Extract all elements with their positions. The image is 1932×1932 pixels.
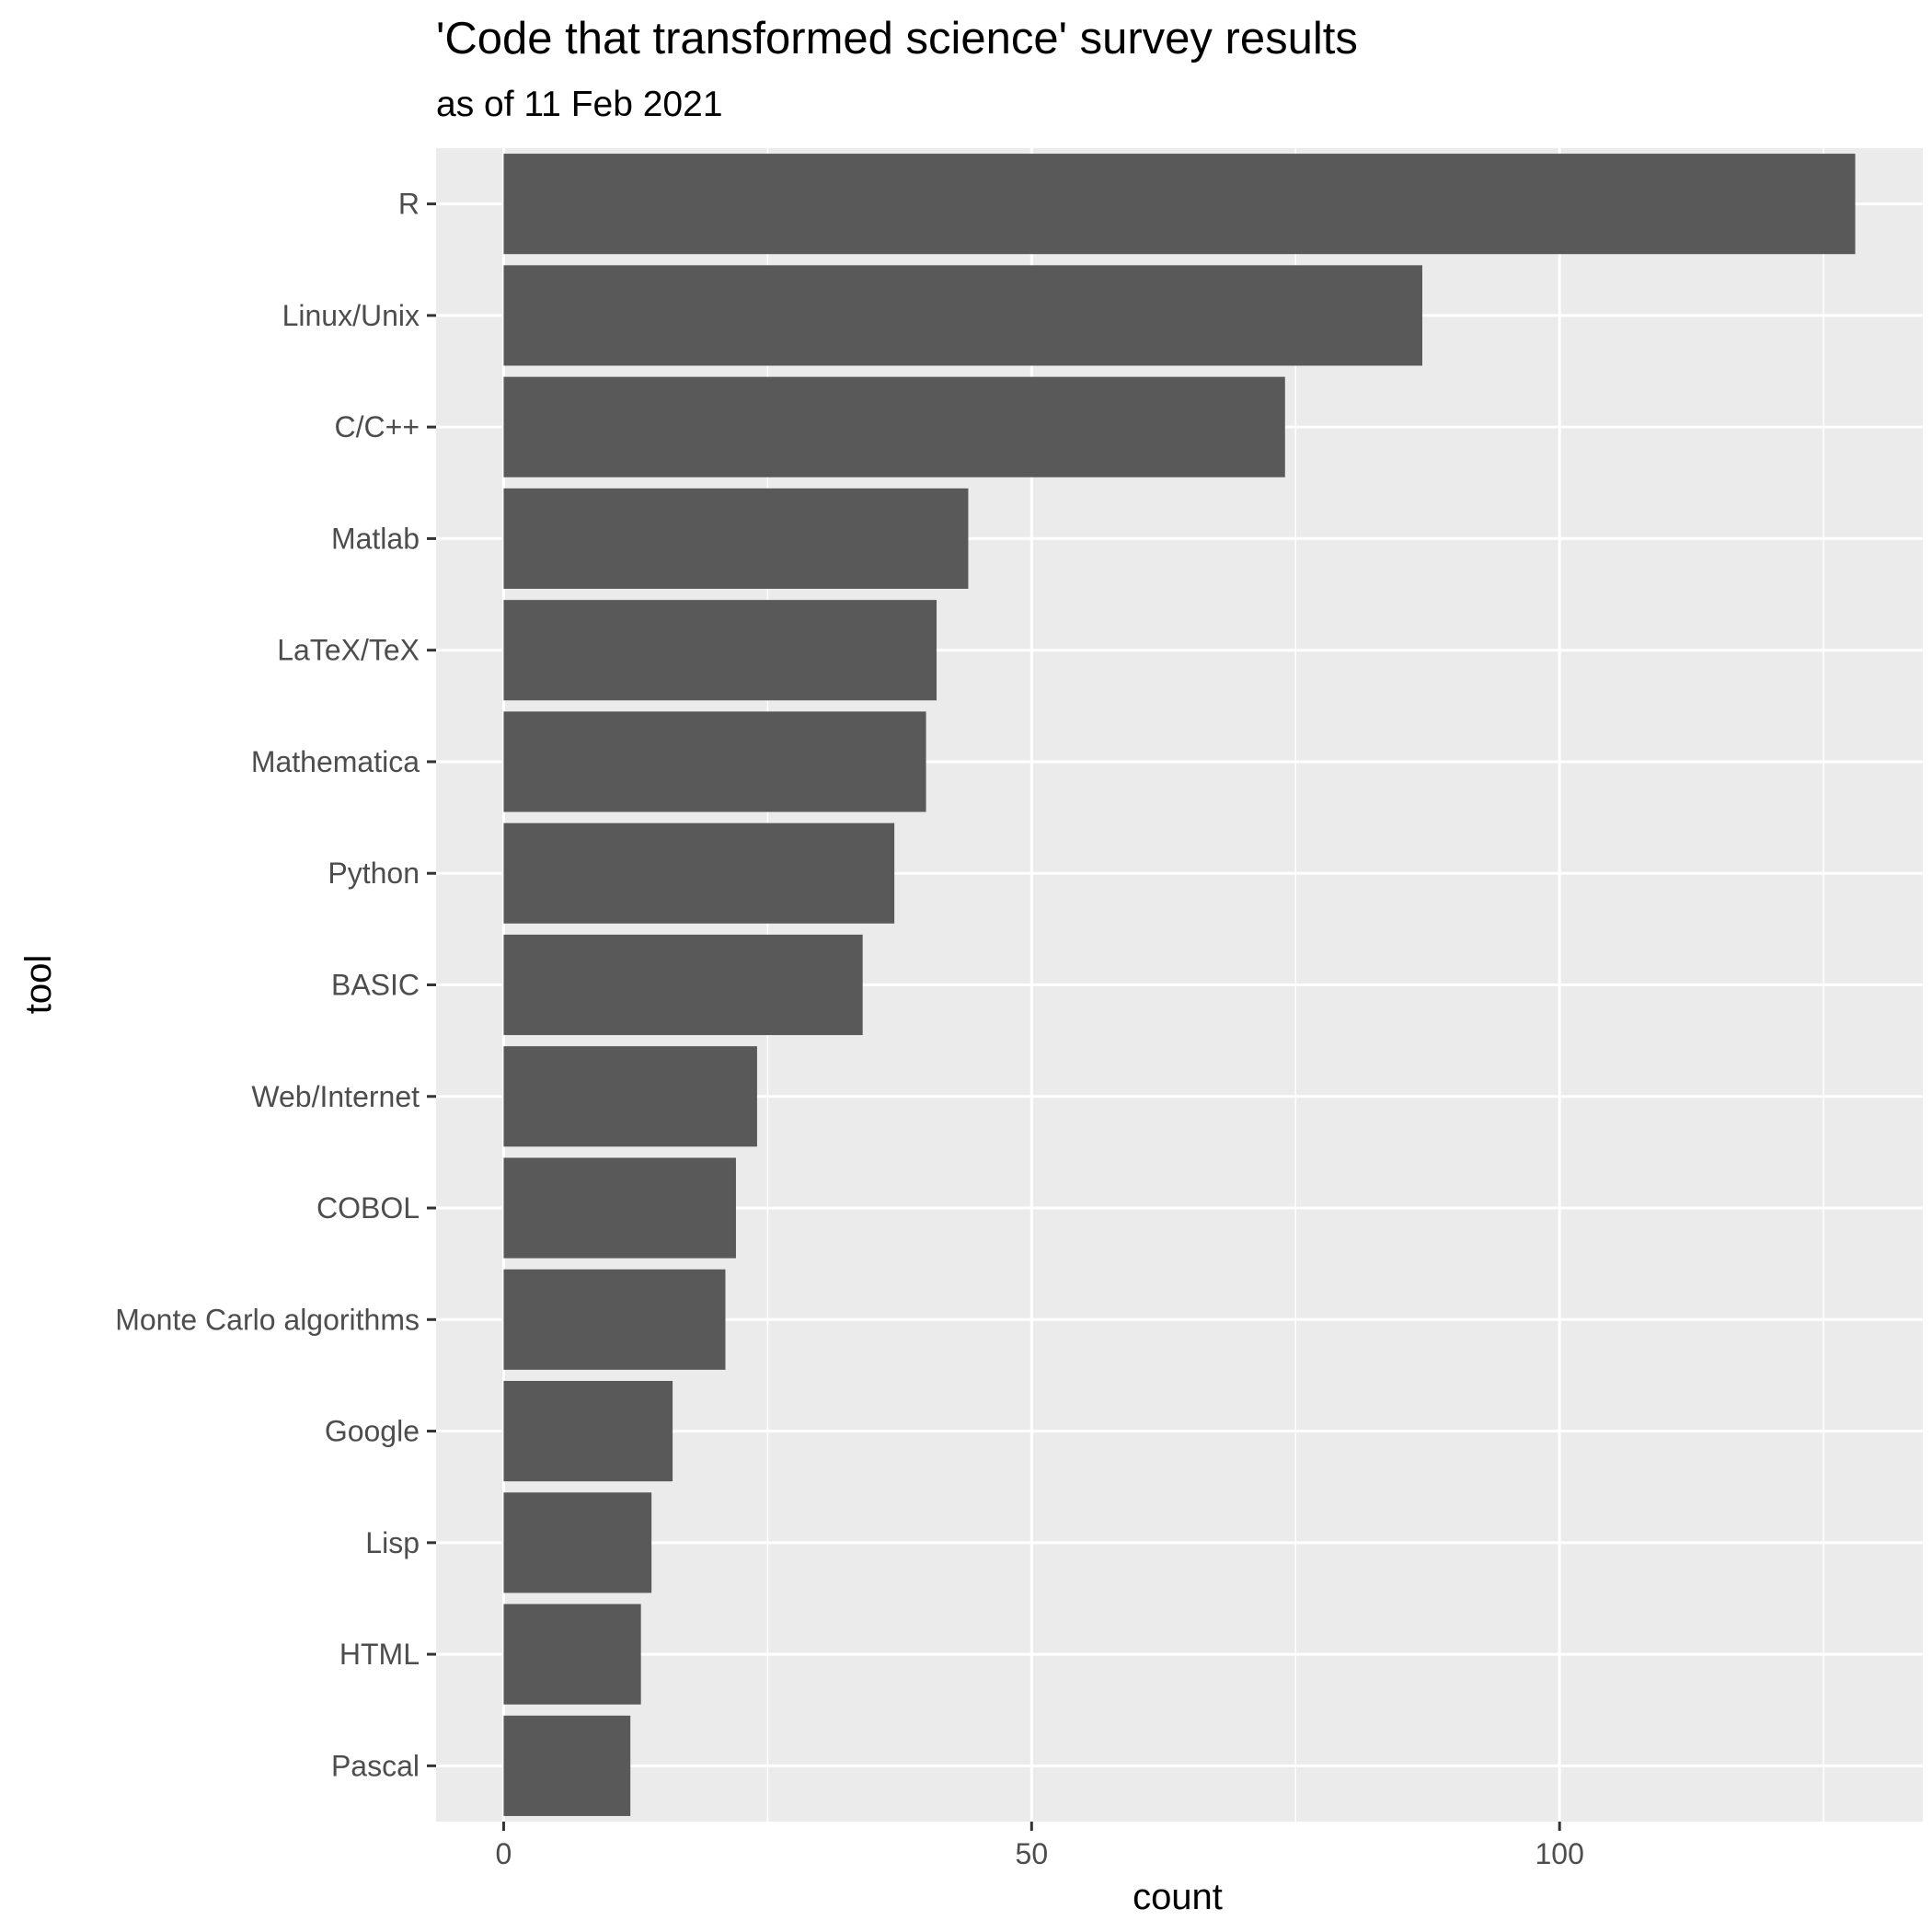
bar-c-c- [503, 376, 1285, 477]
y-tick-label: Mathematica [251, 745, 420, 778]
bar-google [503, 1380, 673, 1482]
chart-subtitle: as of 11 Feb 2021 [436, 85, 723, 124]
x-axis: 0 50 100 [496, 1822, 1584, 1870]
bar-lisp [503, 1492, 652, 1593]
bar-basic [503, 934, 863, 1036]
y-tick-label: COBOL [316, 1191, 420, 1225]
bar-mathematica [503, 711, 926, 812]
bar-python [503, 822, 895, 924]
bar-html [503, 1604, 641, 1705]
bar-linux-unix [503, 265, 1422, 366]
chart-title: 'Code that transformed science' survey r… [436, 14, 1358, 63]
bar-matlab [503, 488, 969, 590]
y-tick-label: Python [328, 857, 420, 890]
y-tick-label: Lisp [365, 1526, 420, 1559]
bar-r [503, 154, 1856, 255]
y-tick-label: LaTeX/TeX [277, 634, 420, 667]
x-tick-label: 0 [496, 1837, 512, 1870]
y-axis: R Linux/Unix C/C++ Matlab LaTeX/TeX Mathemati… [115, 188, 436, 1782]
y-tick-label: Monte Carlo algorithms [115, 1303, 420, 1336]
y-axis-title: tool [18, 955, 59, 1015]
bar-latex-tex [503, 600, 937, 701]
y-tick-label: HTML [339, 1638, 420, 1671]
bar-cobol [503, 1157, 736, 1259]
y-tick-label: BASIC [331, 969, 420, 1002]
y-tick-label: Matlab [331, 522, 420, 555]
x-tick-label: 50 [1016, 1837, 1049, 1870]
x-tick-label: 100 [1535, 1837, 1583, 1870]
y-tick-label: Linux/Unix [282, 299, 420, 332]
y-tick-label: C/C++ [335, 410, 420, 443]
bars [503, 154, 1856, 1816]
x-axis-title: count [1133, 1877, 1223, 1917]
bar-monte-carlo-algorithms [503, 1269, 726, 1370]
y-tick-label: Pascal [331, 1749, 420, 1782]
y-tick-label: Web/Internet [251, 1080, 420, 1113]
y-tick-label: R [398, 188, 420, 221]
y-tick-label: Google [325, 1415, 420, 1448]
bar-web-internet [503, 1046, 757, 1147]
bar-pascal [503, 1715, 631, 1816]
